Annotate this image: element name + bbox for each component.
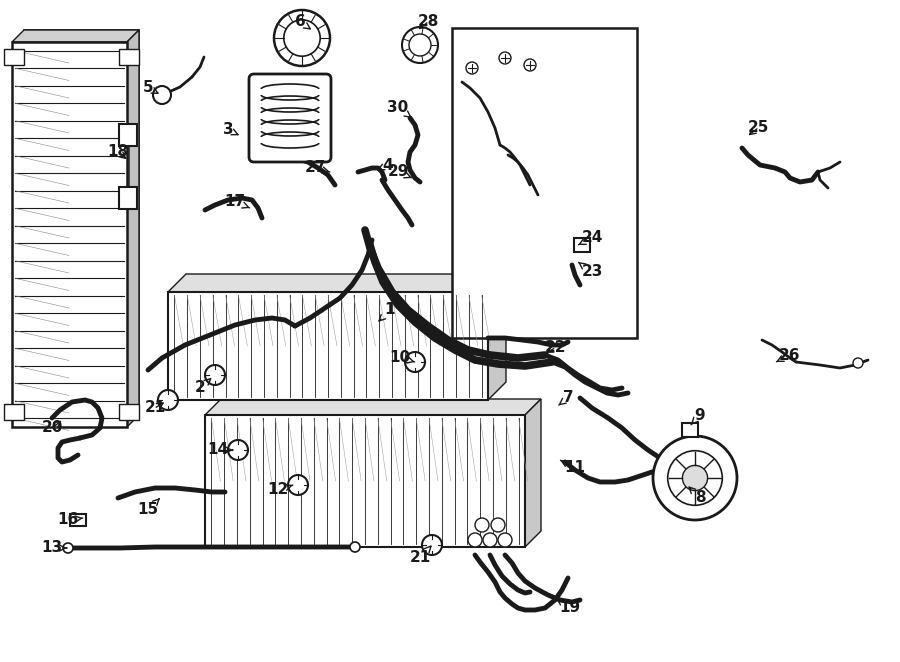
Text: 6: 6 xyxy=(294,15,310,30)
Bar xyxy=(119,187,137,209)
Text: 21: 21 xyxy=(144,401,166,416)
Text: 8: 8 xyxy=(689,487,706,506)
Polygon shape xyxy=(525,399,541,547)
Text: 23: 23 xyxy=(579,262,603,279)
Text: 25: 25 xyxy=(747,120,769,136)
Circle shape xyxy=(853,358,863,368)
Circle shape xyxy=(466,62,478,74)
Circle shape xyxy=(653,436,737,520)
Text: 16: 16 xyxy=(58,512,83,528)
Text: 3: 3 xyxy=(222,122,238,138)
Circle shape xyxy=(499,52,511,64)
Polygon shape xyxy=(127,30,139,427)
Bar xyxy=(12,42,127,427)
Circle shape xyxy=(524,59,536,71)
Text: 13: 13 xyxy=(41,540,67,555)
Text: 30: 30 xyxy=(387,101,411,118)
Polygon shape xyxy=(168,274,506,292)
Bar xyxy=(119,124,137,146)
Bar xyxy=(574,238,590,252)
Circle shape xyxy=(483,533,497,547)
Text: 22: 22 xyxy=(544,340,566,355)
Text: 10: 10 xyxy=(390,350,415,365)
Text: 24: 24 xyxy=(579,230,603,246)
Text: 9: 9 xyxy=(691,408,706,425)
Text: 12: 12 xyxy=(267,483,293,498)
Text: 29: 29 xyxy=(387,164,411,179)
Circle shape xyxy=(350,542,360,552)
Circle shape xyxy=(158,390,178,410)
Circle shape xyxy=(153,86,171,104)
Circle shape xyxy=(405,352,425,372)
Circle shape xyxy=(468,533,482,547)
Text: 4: 4 xyxy=(378,158,393,173)
Bar xyxy=(119,49,139,65)
Circle shape xyxy=(475,518,489,532)
Text: 17: 17 xyxy=(224,195,249,209)
Circle shape xyxy=(491,518,505,532)
Text: 27: 27 xyxy=(304,160,329,175)
Text: 26: 26 xyxy=(777,348,801,363)
Text: 28: 28 xyxy=(418,15,438,30)
Bar xyxy=(205,415,525,547)
Text: 2: 2 xyxy=(194,379,211,395)
Text: 20: 20 xyxy=(41,420,63,436)
Bar xyxy=(682,423,698,437)
Text: 21: 21 xyxy=(410,546,431,565)
Text: 7: 7 xyxy=(559,391,573,406)
Polygon shape xyxy=(12,30,139,42)
Bar xyxy=(70,514,86,526)
Circle shape xyxy=(682,465,707,491)
Circle shape xyxy=(63,543,73,553)
Circle shape xyxy=(402,27,438,63)
Text: 15: 15 xyxy=(138,498,159,518)
Circle shape xyxy=(288,475,308,495)
Text: 14: 14 xyxy=(207,442,233,457)
Text: 11: 11 xyxy=(561,460,586,475)
Text: 5: 5 xyxy=(143,81,158,95)
Text: 18: 18 xyxy=(107,144,129,160)
Bar xyxy=(4,49,24,65)
Circle shape xyxy=(422,535,442,555)
FancyBboxPatch shape xyxy=(249,74,331,162)
Bar xyxy=(119,404,139,420)
Text: 19: 19 xyxy=(556,598,581,616)
Polygon shape xyxy=(205,399,541,415)
Polygon shape xyxy=(488,274,506,400)
Circle shape xyxy=(498,533,512,547)
Bar xyxy=(24,30,139,415)
Circle shape xyxy=(205,365,225,385)
Bar xyxy=(168,292,488,400)
Text: 1: 1 xyxy=(379,303,395,321)
Circle shape xyxy=(274,10,330,66)
Circle shape xyxy=(228,440,248,460)
Bar xyxy=(4,404,24,420)
Bar xyxy=(452,28,637,338)
